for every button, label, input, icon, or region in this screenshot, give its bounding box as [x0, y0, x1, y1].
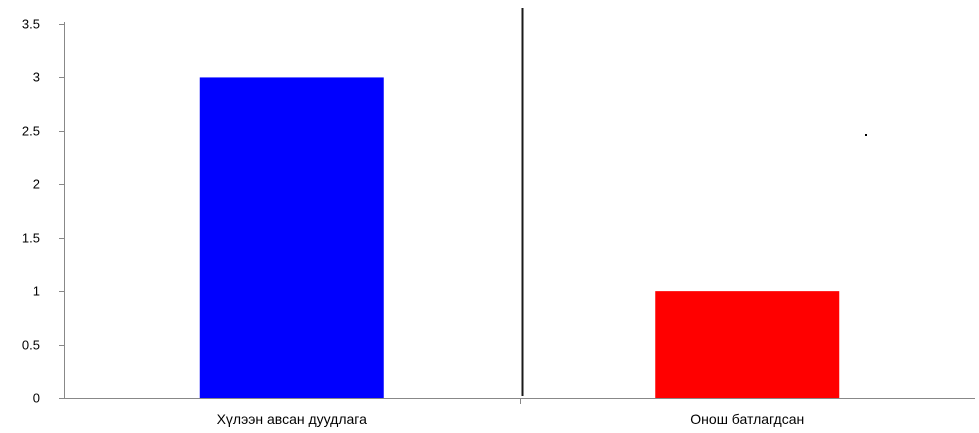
y-tick-label: 2.5 — [22, 124, 40, 139]
y-tick-label: 3.5 — [22, 17, 40, 32]
y-axis: 0 0.5 1 1.5 2 2.5 3 3.5 — [22, 17, 65, 406]
y-tick-label: 2 — [33, 177, 40, 192]
y-tick-label: 0.5 — [22, 338, 40, 353]
bar-1 — [199, 77, 384, 398]
x-tick-labels: Хүлээн авсан дуудлага Онош батлагдсан — [217, 411, 805, 427]
divider — [521, 8, 867, 396]
bars — [199, 77, 840, 398]
x-axis — [64, 398, 975, 404]
y-tick-label: 1 — [33, 284, 40, 299]
bar-2 — [655, 291, 840, 398]
y-tick-label: 3 — [33, 70, 40, 85]
y-tick-label: 1.5 — [22, 231, 40, 246]
stray-dot — [865, 134, 867, 136]
x-tick-label: Онош батлагдсан — [690, 411, 804, 427]
x-tick-label: Хүлээн авсан дуудлага — [217, 411, 368, 427]
y-tick-label: 0 — [33, 391, 40, 406]
